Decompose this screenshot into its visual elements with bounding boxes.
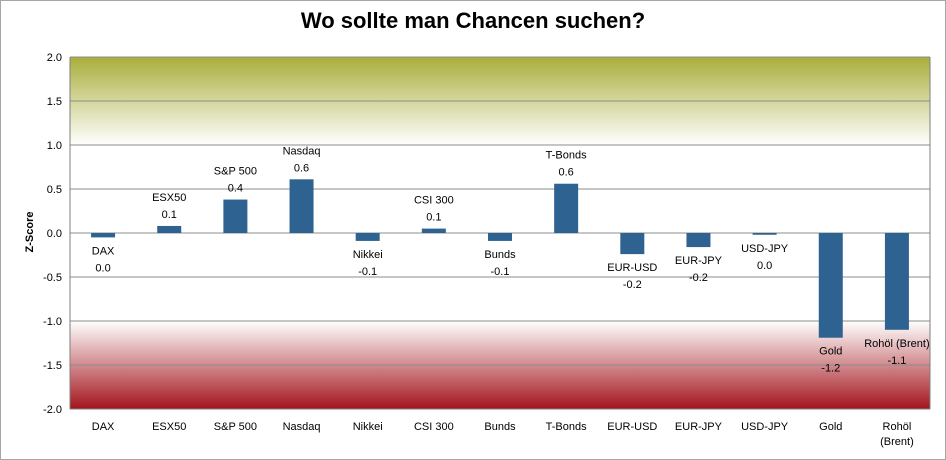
x-tick-label: DAX (92, 421, 115, 433)
data-label-name: T-Bonds (546, 150, 587, 162)
x-tick-label: T-Bonds (546, 421, 587, 433)
x-tick-label: (Brent) (880, 436, 914, 448)
bar (223, 199, 248, 233)
x-tick-label: Nikkei (353, 421, 383, 433)
bar (289, 179, 314, 233)
y-tick-label: -1.5 (43, 360, 62, 372)
data-label-value: 0.6 (559, 167, 574, 179)
data-label-name: Nikkei (353, 249, 383, 261)
bar (554, 183, 579, 233)
data-label-value: 0.1 (426, 212, 441, 224)
bar (488, 233, 512, 241)
bar (686, 233, 711, 248)
bar (91, 233, 116, 238)
chart-title: Wo sollte man Chancen suchen? (300, 8, 646, 33)
data-label-name: Gold (819, 346, 842, 358)
y-axis-label: Z-Score (24, 212, 36, 253)
data-label-value: 0.4 (228, 183, 243, 195)
data-label-value: -1.2 (821, 363, 840, 375)
labels: 2.0 1.5 1.0 0.5 0.0 -0.5 -1.0 -1.5 -2.0 DAX 0.0 DAX… (43, 52, 930, 448)
y-tick-label: 0.5 (47, 184, 62, 196)
data-label-value: -1.1 (887, 355, 906, 367)
x-tick-label: S&P 500 (214, 421, 257, 433)
data-label-name: CSI 300 (414, 195, 454, 207)
data-label-name: Bunds (484, 249, 516, 261)
bar (752, 233, 777, 235)
data-label-name: EUR-JPY (675, 255, 723, 267)
data-label-value: 0.6 (294, 162, 309, 174)
y-tick-label: -2.0 (43, 404, 62, 416)
y-tick-label: 1.0 (47, 140, 62, 152)
bar (884, 233, 909, 330)
bar (421, 228, 446, 233)
y-tick-label: -0.5 (43, 272, 62, 284)
data-label-value: 0.0 (757, 260, 772, 272)
x-tick-label: Gold (819, 421, 842, 433)
data-label-value: -0.1 (358, 266, 377, 278)
data-label-name: DAX (92, 245, 115, 257)
x-tick-label: Rohöl (883, 421, 912, 433)
data-label-name: EUR-USD (607, 262, 657, 274)
data-label-name: USD-JPY (741, 243, 789, 255)
bar (355, 233, 380, 241)
data-label-name: ESX50 (152, 192, 186, 204)
data-label-value: -0.2 (689, 272, 708, 284)
bars (91, 179, 909, 338)
data-label-value: -0.1 (491, 266, 510, 278)
x-tick-label: Nasdaq (283, 421, 321, 433)
x-tick-label: Bunds (484, 421, 516, 433)
data-label-value: -0.2 (623, 279, 642, 291)
axes (69, 57, 931, 410)
x-tick-label: ESX50 (152, 421, 186, 433)
y-tick-label: -1.0 (43, 316, 62, 328)
y-tick-label: 0.0 (47, 228, 62, 240)
x-tick-label: USD-JPY (741, 421, 789, 433)
y-tick-label: 2.0 (47, 52, 62, 64)
data-label-value: 0.1 (162, 209, 177, 221)
bar (620, 233, 645, 255)
bar (818, 233, 843, 338)
x-tick-label: CSI 300 (414, 421, 454, 433)
data-label-name: Rohöl (Brent) (864, 338, 929, 350)
data-label-name: Nasdaq (283, 145, 321, 157)
x-tick-label: EUR-JPY (675, 421, 723, 433)
data-label-name: S&P 500 (214, 166, 257, 178)
bar (157, 225, 182, 233)
x-tick-label: EUR-USD (607, 421, 657, 433)
y-tick-label: 1.5 (47, 96, 62, 108)
data-label-value: 0.0 (95, 262, 110, 274)
